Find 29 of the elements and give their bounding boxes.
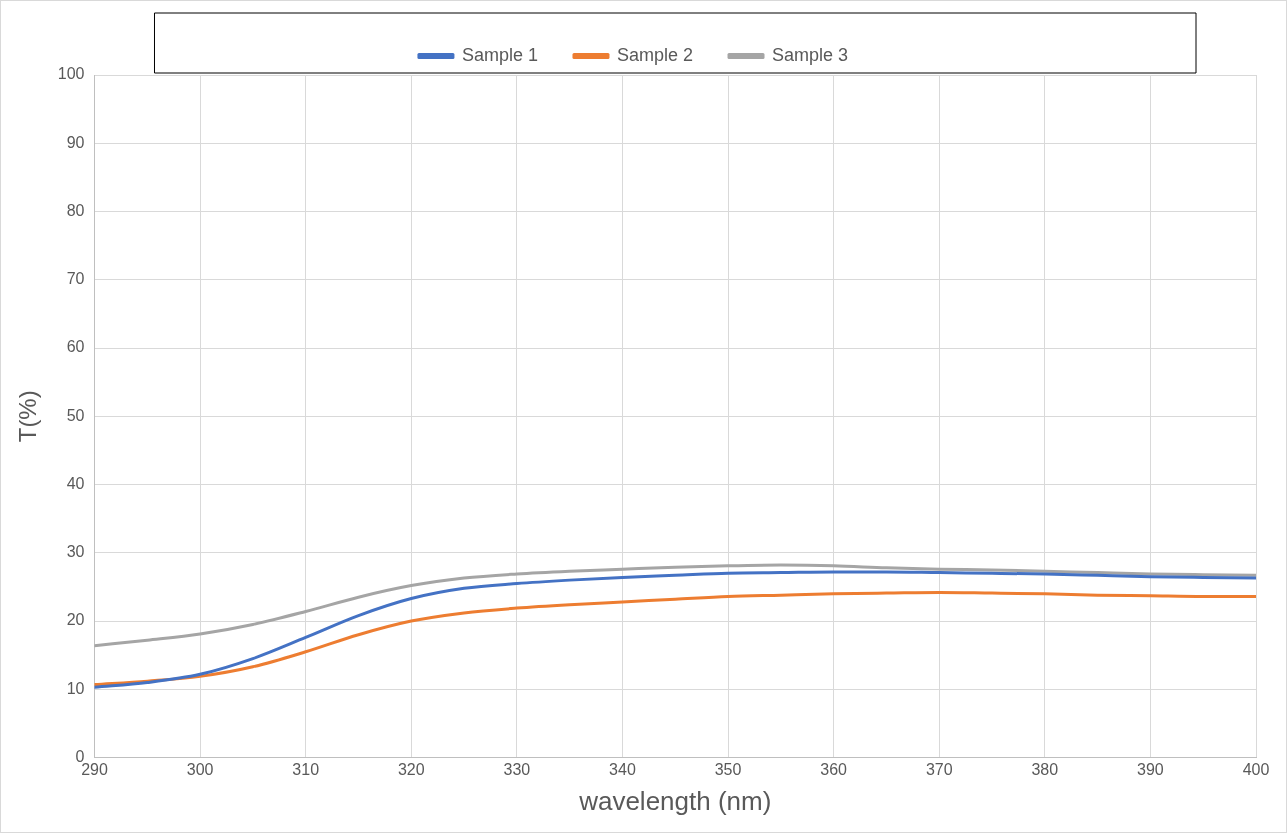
x-axis-title: wavelength (nm): [578, 785, 772, 816]
x-tick-label: 370: [925, 760, 953, 778]
x-tick-label: 340: [609, 760, 636, 778]
y-tick-label: 100: [57, 65, 85, 83]
legend-label: Sample 3: [772, 44, 849, 65]
y-tick-label: 80: [66, 201, 85, 219]
x-tick-label: 310: [292, 760, 320, 778]
y-tick-label: 40: [66, 474, 85, 492]
x-tick-label: 380: [1031, 760, 1059, 778]
y-tick-label: 90: [66, 133, 85, 151]
x-tick-label: 330: [503, 760, 531, 778]
legend-label: Sample 1: [461, 44, 538, 65]
y-tick-label: 20: [66, 611, 85, 629]
x-tick-label: 300: [186, 760, 214, 778]
line-series: [94, 563, 1256, 648]
y-tick-label: 30: [66, 543, 85, 561]
y-tick-label: 70: [66, 270, 85, 288]
line-series: [94, 570, 1256, 689]
x-tick-label: 400: [1242, 760, 1270, 778]
line-series: [94, 590, 1256, 687]
y-tick-label: 50: [66, 406, 85, 424]
y-tick-label: 10: [66, 679, 85, 697]
x-tick-label: 390: [1137, 760, 1164, 778]
y-tick-label: 60: [66, 338, 85, 356]
x-tick-label: 350: [714, 760, 742, 778]
x-tick-label: 320: [397, 760, 425, 778]
y-axis-title: T(%): [14, 390, 42, 443]
legend-label: Sample 2: [616, 44, 694, 65]
x-tick-label: 360: [820, 760, 848, 778]
